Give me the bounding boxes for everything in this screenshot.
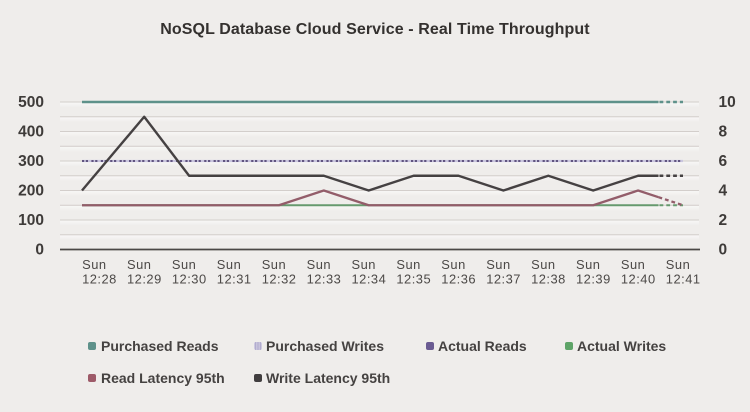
svg-text:Sun: Sun <box>576 257 600 272</box>
svg-text:6: 6 <box>719 153 728 170</box>
svg-text:100: 100 <box>18 212 44 229</box>
svg-text:Sun: Sun <box>441 257 465 272</box>
svg-text:12:39: 12:39 <box>576 272 611 287</box>
svg-text:12:31: 12:31 <box>217 272 252 287</box>
svg-text:12:29: 12:29 <box>127 272 162 287</box>
svg-text:Sun: Sun <box>262 257 286 272</box>
svg-text:12:41: 12:41 <box>666 272 701 287</box>
svg-text:Sun: Sun <box>666 257 690 272</box>
svg-text:200: 200 <box>18 183 44 200</box>
svg-text:Sun: Sun <box>307 257 331 272</box>
svg-text:Sun: Sun <box>172 257 196 272</box>
svg-text:12:38: 12:38 <box>531 272 566 287</box>
svg-text:0: 0 <box>719 242 728 259</box>
svg-text:Sun: Sun <box>621 257 645 272</box>
svg-text:Sun: Sun <box>127 257 151 272</box>
svg-text:Sun: Sun <box>531 257 555 272</box>
svg-text:12:37: 12:37 <box>486 272 521 287</box>
svg-text:400: 400 <box>18 124 44 141</box>
svg-text:0: 0 <box>35 242 44 259</box>
svg-text:12:35: 12:35 <box>396 272 431 287</box>
svg-text:Sun: Sun <box>352 257 376 272</box>
svg-text:Sun: Sun <box>396 257 420 272</box>
svg-text:8: 8 <box>719 124 728 141</box>
svg-text:12:28: 12:28 <box>82 272 117 287</box>
svg-text:12:30: 12:30 <box>172 272 207 287</box>
svg-text:Sun: Sun <box>486 257 510 272</box>
svg-text:10: 10 <box>719 94 736 111</box>
svg-text:300: 300 <box>18 153 44 170</box>
svg-text:12:33: 12:33 <box>307 272 342 287</box>
svg-text:12:32: 12:32 <box>262 272 297 287</box>
svg-text:4: 4 <box>719 183 728 200</box>
svg-text:12:36: 12:36 <box>441 272 476 287</box>
svg-text:500: 500 <box>18 94 44 111</box>
svg-text:2: 2 <box>719 212 728 229</box>
svg-text:12:40: 12:40 <box>621 272 656 287</box>
svg-text:12:34: 12:34 <box>352 272 387 287</box>
svg-text:Sun: Sun <box>82 257 106 272</box>
svg-text:Sun: Sun <box>217 257 241 272</box>
